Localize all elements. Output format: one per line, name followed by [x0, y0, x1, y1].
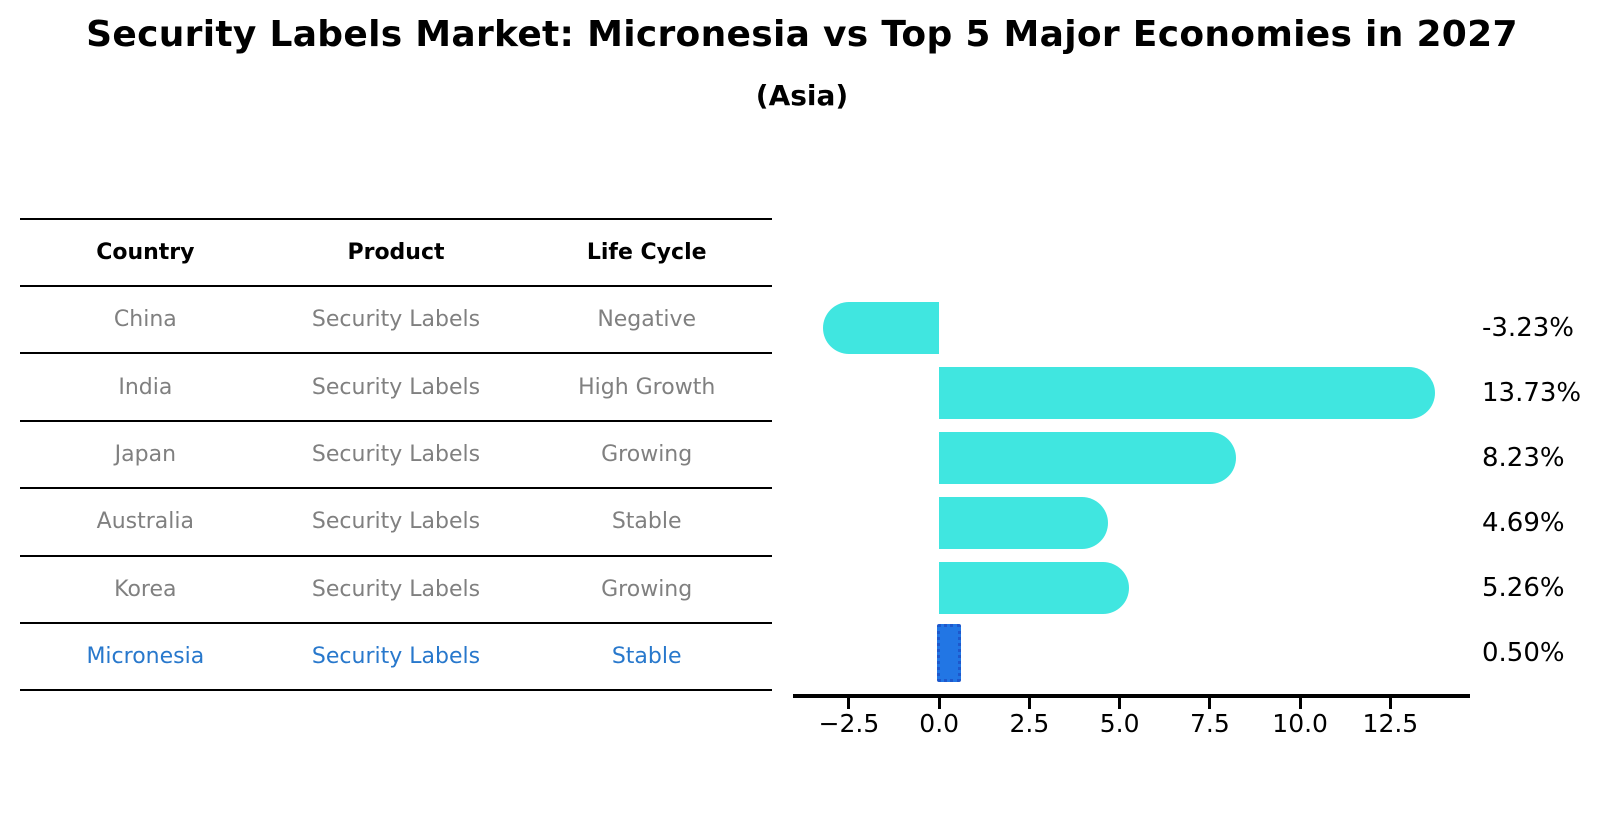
value-label-korea: 5.26% [1482, 572, 1565, 603]
bar-japan [939, 431, 1237, 484]
cell-country: Micronesia [86, 644, 205, 670]
cell-lifecycle: Stable [611, 644, 682, 670]
cell-lifecycle: Stable [611, 509, 682, 535]
value-label-china: -3.23% [1482, 312, 1574, 343]
x-tick-mark-7.5 [1208, 698, 1212, 709]
table-row: Australia Security Labels Stable [20, 489, 772, 557]
cell-country: China [113, 307, 177, 333]
page-title: Security Labels Market: Micronesia vs To… [86, 14, 1518, 55]
bar-korea [939, 561, 1130, 614]
cell-product: Security Labels [311, 576, 481, 602]
x-tick-mark-0.0 [937, 698, 941, 709]
value-label-micronesia: 0.50% [1482, 637, 1565, 668]
cell-product: Security Labels [311, 307, 481, 333]
value-label-india: 13.73% [1482, 377, 1582, 408]
cell-product: Security Labels [311, 441, 481, 467]
cell-lifecycle: Negative [597, 307, 697, 333]
bar-value-labels: -3.23% 13.73% 8.23% 4.69% 5.26% 0.50% [1482, 295, 1602, 685]
comparison-table: Country Product Life Cycle China Securit… [20, 218, 772, 692]
growth-bar-chart [793, 295, 1468, 685]
x-axis-line [793, 694, 1470, 698]
x-tick-label-5.0: 5.0 [1099, 709, 1140, 738]
x-tick-label-2.5: 2.5 [1009, 709, 1050, 738]
cell-country: Japan [114, 441, 177, 467]
table-row: China Security Labels Negative [20, 287, 772, 355]
column-header-lifecycle: Life Cycle [586, 240, 707, 265]
x-tick-mark-12.5 [1388, 698, 1392, 709]
cell-product: Security Labels [311, 509, 481, 535]
x-tick-mark-2.5 [1027, 698, 1031, 709]
cell-lifecycle: High Growth [578, 374, 716, 400]
x-tick-label-−2.5: −2.5 [818, 709, 880, 738]
bar-china [822, 301, 940, 354]
cell-product: Security Labels [311, 644, 481, 670]
bar-australia [939, 496, 1109, 549]
cell-country: Korea [114, 576, 177, 602]
bar-micronesia [937, 623, 962, 682]
cell-country: India [118, 374, 173, 400]
cell-lifecycle: Growing [601, 441, 693, 467]
x-tick-mark-−2.5 [847, 698, 851, 709]
table-row: India Security Labels High Growth [20, 354, 772, 422]
table-header-row: Country Product Life Cycle [20, 218, 772, 287]
x-tick-label-0.0: 0.0 [919, 709, 960, 738]
table-row-highlighted-micronesia: Micronesia Security Labels Stable [20, 624, 772, 692]
column-header-product: Product [347, 240, 445, 265]
cell-product: Security Labels [311, 374, 481, 400]
value-label-australia: 4.69% [1482, 507, 1565, 538]
x-tick-mark-5.0 [1118, 698, 1122, 709]
table-row: Korea Security Labels Growing [20, 557, 772, 624]
chart-subtitle: (Asia) [755, 79, 849, 112]
x-tick-label-7.5: 7.5 [1190, 709, 1230, 738]
cell-lifecycle: Growing [601, 576, 693, 602]
table-row: Japan Security Labels Growing [20, 422, 772, 490]
x-tick-label-10.0: 10.0 [1272, 709, 1328, 738]
bar-india [939, 366, 1435, 419]
column-header-country: Country [96, 240, 195, 265]
cell-country: Australia [96, 509, 194, 535]
x-tick-label-12.5: 12.5 [1362, 709, 1419, 738]
value-label-japan: 8.23% [1482, 442, 1565, 473]
x-tick-mark-10.0 [1298, 698, 1302, 709]
